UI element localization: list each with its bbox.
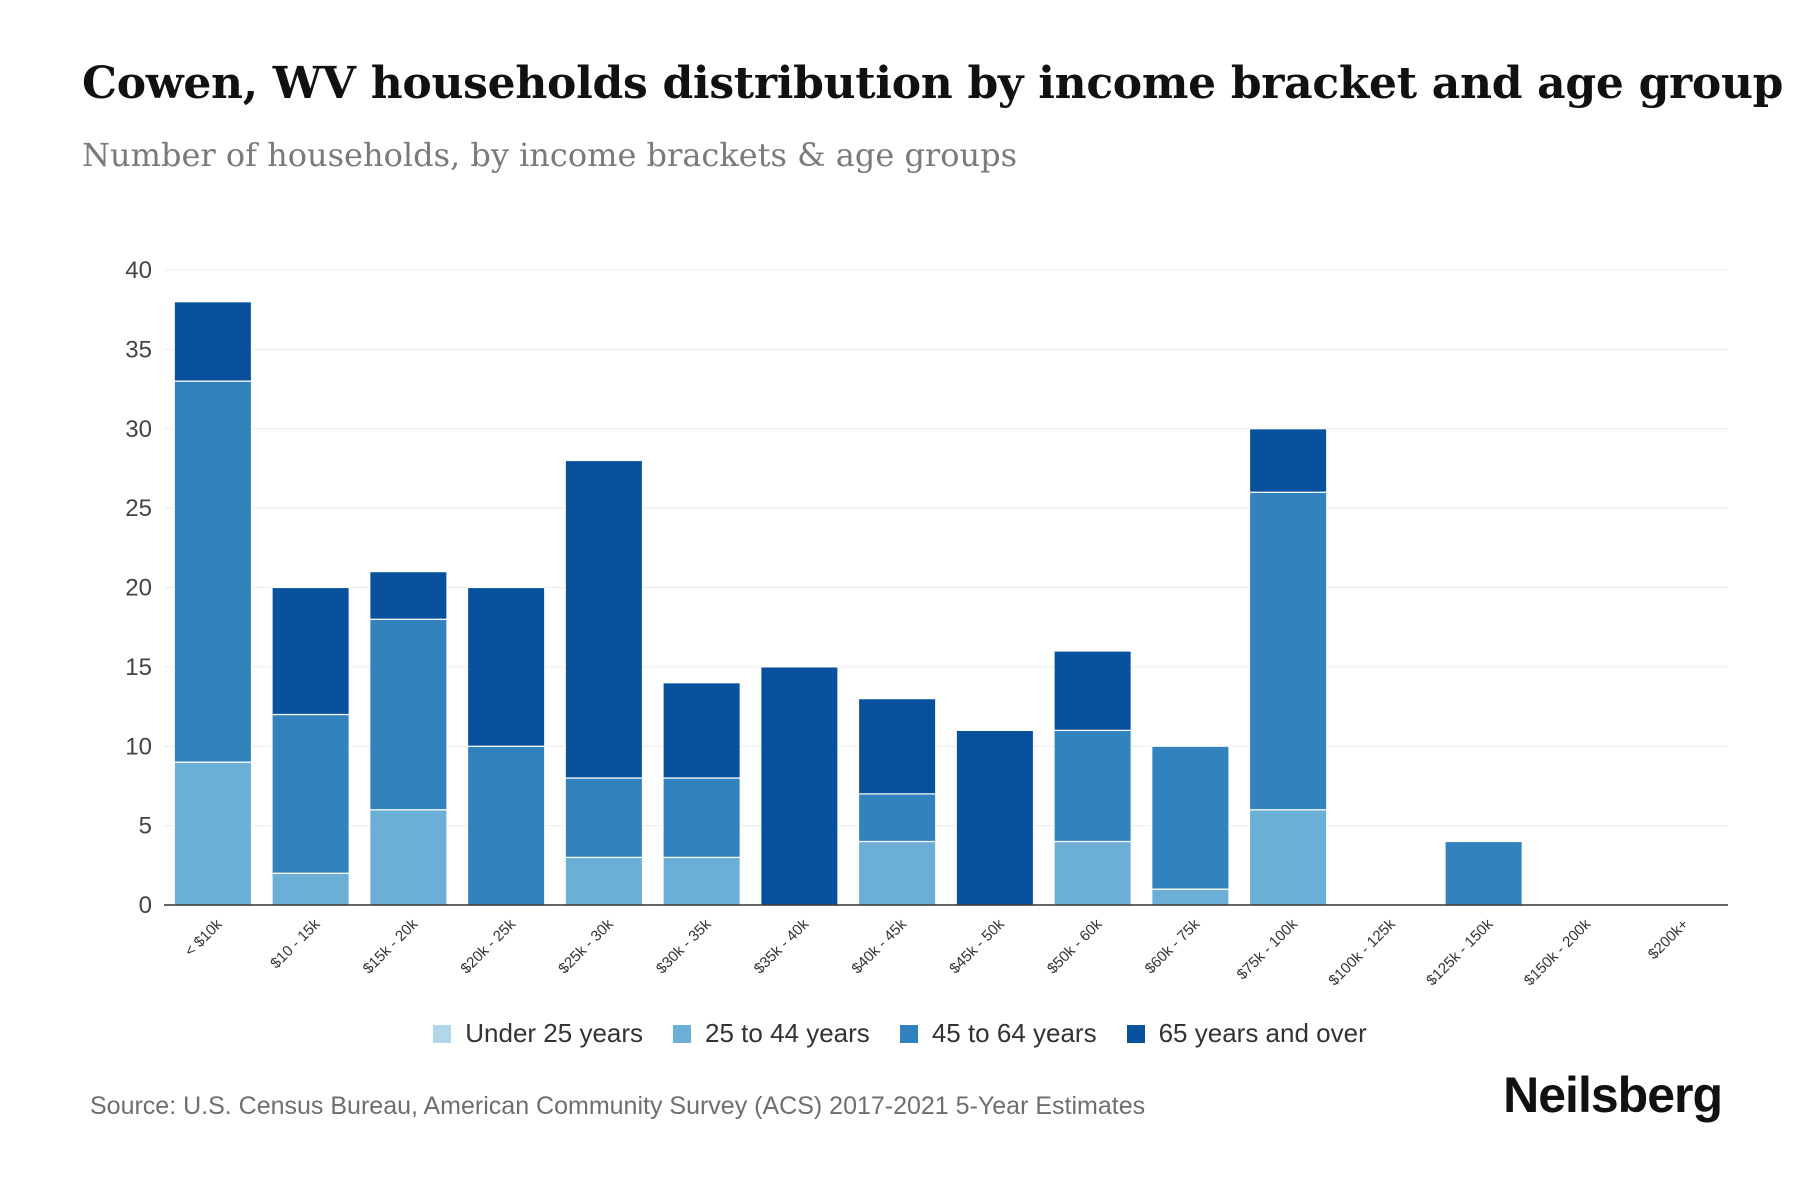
x-tick-label: $45k - 50k [946, 915, 1008, 977]
bar-segment: $25k - 30k — 65 years and over: 20 [564, 459, 644, 779]
bar-segment: $125k - 150k — 45 to 64 years: 4 [1444, 840, 1523, 906]
y-tick-label: 10 [125, 733, 152, 760]
chart-title: Cowen, WV households distribution by inc… [82, 58, 1784, 109]
x-tick-label: $100k - 125k [1325, 915, 1399, 989]
x-tick-label: $60k - 75k [1142, 915, 1204, 977]
x-tick-label: $15k - 20k [360, 915, 422, 977]
x-tick-label: $20k - 25k [457, 915, 519, 977]
legend-label: 25 to 44 years [705, 1018, 870, 1048]
x-tick-label: $50k - 60k [1044, 915, 1106, 977]
chart-legend: Under 25 years 25 to 44 years 45 to 64 yea… [0, 1018, 1800, 1049]
bar-segment: $60k - 75k — 25 to 44 years: 1 [1151, 888, 1230, 906]
legend-label: 45 to 64 years [931, 1018, 1097, 1048]
legend-item: 45 to 64 years [899, 1018, 1097, 1049]
bar-segment: $15k - 20k — 65 years and over: 3 [369, 571, 448, 620]
bar-segment: $45k - 50k — 65 years and over: 11 [955, 729, 1035, 906]
legend-swatch [899, 1024, 918, 1043]
legend-swatch [433, 1024, 452, 1043]
bar-segment: $25k - 30k — 45 to 64 years: 5 [564, 777, 644, 858]
legend-swatch [1126, 1024, 1145, 1043]
bar-segment: < $10k — 25 to 44 years: 9 [173, 761, 253, 906]
bar-segment: $15k - 20k — 45 to 64 years: 12 [369, 618, 448, 811]
bar-segment: $15k - 20k — 25 to 44 years: 6 [369, 809, 448, 906]
y-tick-label: 15 [125, 654, 152, 681]
bar-segment: $20k - 25k — 45 to 64 years: 10 [466, 745, 546, 906]
bar-segment: $75k - 100k — 25 to 44 years: 6 [1248, 809, 1328, 906]
legend-item: 65 years and over [1126, 1018, 1367, 1049]
x-tick-label: $150k - 200k [1521, 915, 1595, 989]
legend-item: 25 to 44 years [673, 1018, 870, 1049]
bar-segment: $30k - 35k — 25 to 44 years: 3 [662, 856, 741, 906]
bar-segment: < $10k — 45 to 64 years: 24 [173, 380, 253, 763]
chart-subtitle: Number of households, by income brackets… [82, 136, 1017, 174]
y-tick-label: 25 [125, 495, 152, 522]
y-tick-label: 20 [125, 575, 152, 602]
x-tick-label: $35k - 40k [751, 915, 813, 977]
bar-segment: $60k - 75k — 45 to 64 years: 9 [1151, 745, 1230, 890]
x-tick-label: $200k+ [1645, 916, 1692, 963]
y-tick-label: 40 [125, 257, 152, 284]
bar-segment: $50k - 60k — 25 to 44 years: 4 [1053, 840, 1132, 906]
bar-segment: < $10k — 65 years and over: 5 [173, 301, 253, 382]
x-tick-label: < $10k [182, 915, 227, 960]
x-tick-label: $75k - 100k [1234, 915, 1302, 983]
x-tick-label: $10 - 15k [267, 915, 324, 972]
y-tick-label: 30 [125, 416, 152, 443]
legend-label: Under 25 years [465, 1018, 644, 1048]
bar-segment: $25k - 30k — 25 to 44 years: 3 [564, 856, 644, 906]
bar-segment: $10 - 15k — 65 years and over: 8 [271, 586, 350, 716]
stacked-bar-chart: 0 5 10 15 20 25 30 35 40 < $10k — 25 to 44 years:… [125, 257, 1728, 989]
legend-label: 65 years and over [1158, 1018, 1367, 1048]
brand-logo: Neilsberg [1503, 1067, 1723, 1123]
bar-segment: $50k - 60k — 45 to 64 years: 7 [1053, 729, 1132, 843]
bar-segment: $40k - 45k — 65 years and over: 6 [857, 698, 937, 795]
legend-item: Under 25 years [433, 1018, 643, 1049]
bar-segment: $40k - 45k — 25 to 44 years: 4 [857, 840, 937, 906]
y-tick-label: 35 [125, 336, 152, 363]
y-tick-label: 0 [139, 892, 152, 919]
bar-segment: $20k - 25k — 65 years and over: 10 [466, 586, 546, 747]
x-tick-label: $30k - 35k [653, 915, 715, 977]
x-tick-label: $125k - 150k [1423, 915, 1497, 989]
bar-segment: $40k - 45k — 45 to 64 years: 3 [857, 793, 937, 843]
bar-segment: $50k - 60k — 65 years and over: 5 [1053, 650, 1132, 731]
bar-segment: $10 - 15k — 45 to 64 years: 10 [271, 713, 350, 874]
source-note: Source: U.S. Census Bureau, American Com… [90, 1092, 1146, 1120]
x-tick-label: $25k - 30k [555, 915, 617, 977]
bar-segment: $75k - 100k — 45 to 64 years: 20 [1248, 491, 1328, 811]
y-tick-label: 5 [139, 813, 152, 840]
legend-swatch [673, 1024, 692, 1043]
x-tick-label: $40k - 45k [848, 915, 910, 977]
bar-segment: $30k - 35k — 45 to 64 years: 5 [662, 777, 741, 858]
bar-segment: $35k - 40k — 65 years and over: 15 [760, 666, 839, 906]
bar-segment: $30k - 35k — 65 years and over: 6 [662, 682, 741, 779]
bar-segment: $75k - 100k — 65 years and over: 4 [1248, 428, 1328, 493]
bar-segment: $10 - 15k — 25 to 44 years: 2 [271, 872, 350, 906]
